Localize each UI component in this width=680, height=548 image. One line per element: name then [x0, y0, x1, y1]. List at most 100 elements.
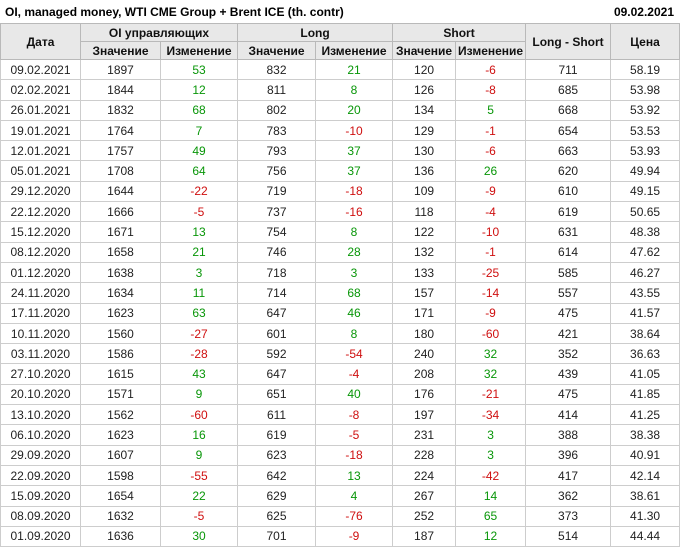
- cell-price: 49.94: [610, 160, 680, 182]
- cell-date: 10.11.2020: [0, 322, 81, 345]
- cell-date: 08.12.2020: [0, 241, 81, 263]
- cell-short-change: -42: [455, 464, 527, 487]
- cell-long-change: -16: [315, 201, 394, 223]
- cell-net: 631: [525, 221, 612, 243]
- cell-price: 44.44: [610, 525, 680, 548]
- cell-long-value: 746: [237, 241, 317, 263]
- cell-short-change: -21: [455, 383, 527, 406]
- cell-price: 41.57: [610, 302, 680, 324]
- cell-short-change: -1: [455, 119, 527, 142]
- cell-oi-value: 1607: [80, 444, 161, 466]
- cell-oi-change: -27: [159, 322, 239, 345]
- cell-oi-value: 1671: [80, 221, 161, 243]
- cell-short-change: -4: [455, 201, 527, 223]
- cell-short-value: 240: [392, 343, 457, 365]
- cell-short-change: 32: [455, 343, 527, 365]
- cell-long-value: 629: [237, 485, 317, 507]
- cell-price: 53.98: [610, 79, 680, 101]
- cell-net: 685: [525, 79, 612, 101]
- cell-short-value: 133: [392, 261, 457, 284]
- cell-oi-value: 1764: [80, 119, 161, 142]
- cell-long-change: 28: [315, 241, 394, 263]
- cell-long-value: 802: [237, 99, 317, 121]
- cell-short-change: 26: [455, 160, 527, 182]
- col-header-short-value: Значение: [392, 41, 457, 60]
- cell-long-value: 611: [237, 404, 317, 426]
- cell-oi-value: 1658: [80, 241, 161, 263]
- table-body: 09.02.2021 1897 53 832 21 120 -6 711 58.…: [0, 58, 680, 548]
- cell-oi-change: 68: [159, 99, 239, 121]
- cell-long-change: 8: [315, 322, 394, 345]
- table-row: 01.12.2020 1638 3 718 3 133 -25 585 46.2…: [0, 261, 680, 284]
- table-row: 05.01.2021 1708 64 756 37 136 26 620 49.…: [0, 160, 680, 182]
- cell-short-value: 126: [392, 79, 457, 101]
- cell-oi-change: -55: [159, 464, 239, 487]
- cell-long-change: -18: [315, 444, 394, 466]
- cell-price: 53.92: [610, 99, 680, 121]
- cell-net: 439: [525, 363, 612, 385]
- cell-oi-value: 1634: [80, 282, 161, 304]
- cell-short-value: 252: [392, 505, 457, 527]
- cell-oi-value: 1560: [80, 322, 161, 345]
- cell-short-value: 120: [392, 58, 457, 81]
- cell-short-change: 65: [455, 505, 527, 527]
- cell-net: 614: [525, 241, 612, 263]
- cell-short-change: -25: [455, 261, 527, 284]
- cell-short-value: 134: [392, 99, 457, 121]
- cell-short-value: 171: [392, 302, 457, 324]
- cell-long-value: 647: [237, 363, 317, 385]
- cell-short-change: -6: [455, 140, 527, 162]
- cell-short-value: 136: [392, 160, 457, 182]
- col-header-long-value: Значение: [237, 41, 317, 60]
- cell-short-value: 224: [392, 464, 457, 487]
- cell-price: 47.62: [610, 241, 680, 263]
- cell-date: 13.10.2020: [0, 404, 81, 426]
- cell-net: 352: [525, 343, 612, 365]
- table-row: 02.02.2021 1844 12 811 8 126 -8 685 53.9…: [0, 79, 680, 101]
- cell-oi-change: -28: [159, 343, 239, 365]
- cell-oi-value: 1636: [80, 525, 161, 548]
- cell-oi-value: 1586: [80, 343, 161, 365]
- cell-short-value: 267: [392, 485, 457, 507]
- table-row: 24.11.2020 1634 11 714 68 157 -14 557 43…: [0, 282, 680, 304]
- cell-date: 03.11.2020: [0, 343, 81, 365]
- cell-long-value: 619: [237, 424, 317, 446]
- cell-long-value: 601: [237, 322, 317, 345]
- cell-short-value: 122: [392, 221, 457, 243]
- cell-short-change: 3: [455, 444, 527, 466]
- cell-short-change: 3: [455, 424, 527, 446]
- cell-long-change: -10: [315, 119, 394, 142]
- cell-date: 15.09.2020: [0, 485, 81, 507]
- cell-price: 41.85: [610, 383, 680, 406]
- cell-short-change: 14: [455, 485, 527, 507]
- cell-oi-value: 1615: [80, 363, 161, 385]
- cell-oi-value: 1757: [80, 140, 161, 162]
- cell-price: 48.38: [610, 221, 680, 243]
- cell-net: 585: [525, 261, 612, 284]
- table-row: 06.10.2020 1623 16 619 -5 231 3 388 38.3…: [0, 424, 680, 446]
- cell-short-change: -14: [455, 282, 527, 304]
- cell-oi-value: 1832: [80, 99, 161, 121]
- cell-short-value: 118: [392, 201, 457, 223]
- cell-oi-value: 1638: [80, 261, 161, 284]
- cell-short-value: 157: [392, 282, 457, 304]
- cell-short-value: 130: [392, 140, 457, 162]
- cell-long-change: -76: [315, 505, 394, 527]
- table-row: 09.02.2021 1897 53 832 21 120 -6 711 58.…: [0, 58, 680, 81]
- cell-short-value: 180: [392, 322, 457, 345]
- cell-oi-change: 7: [159, 119, 239, 142]
- cell-price: 36.63: [610, 343, 680, 365]
- cell-date: 12.01.2021: [0, 140, 81, 162]
- cell-long-change: 68: [315, 282, 394, 304]
- cell-price: 41.30: [610, 505, 680, 527]
- cell-date: 08.09.2020: [0, 505, 81, 527]
- cell-long-value: 783: [237, 119, 317, 142]
- cell-short-value: 176: [392, 383, 457, 406]
- col-header-short-change: Изменение: [455, 41, 527, 60]
- cell-short-value: 197: [392, 404, 457, 426]
- cell-price: 50.65: [610, 201, 680, 223]
- cell-long-change: 37: [315, 140, 394, 162]
- cell-long-value: 793: [237, 140, 317, 162]
- cell-price: 46.27: [610, 261, 680, 284]
- cell-long-change: 46: [315, 302, 394, 324]
